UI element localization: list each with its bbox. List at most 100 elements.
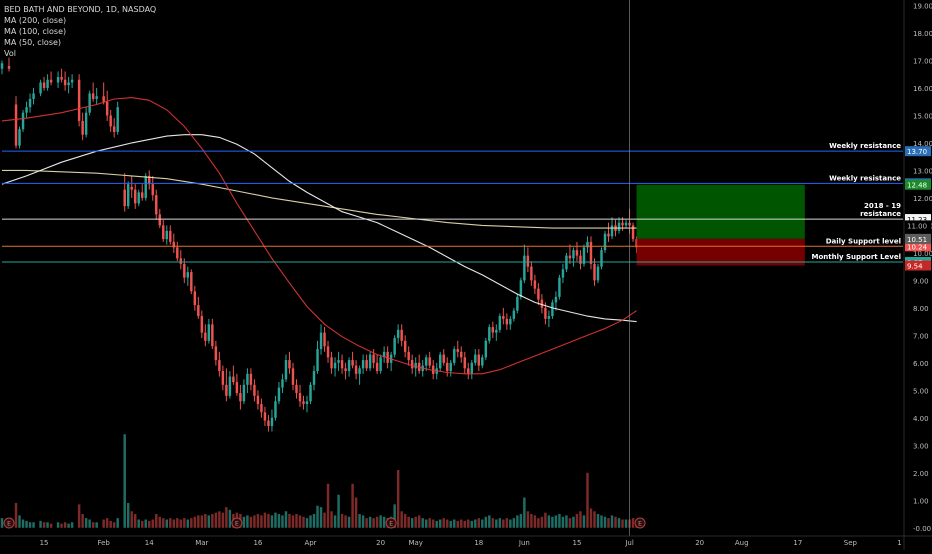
candle-body [519, 280, 523, 297]
volume-bar [56, 522, 60, 528]
legend-vol: Vol [4, 49, 16, 58]
candle-body [540, 299, 544, 308]
volume-bar [530, 514, 533, 528]
volume-bar [123, 434, 126, 528]
earnings-marker [385, 517, 397, 529]
volume-bar [281, 515, 284, 528]
volume-bar [393, 504, 396, 528]
volume-bar [421, 518, 424, 528]
candle-body [42, 82, 46, 88]
candle-body [302, 401, 305, 405]
candle-body [354, 365, 358, 374]
candle-body [77, 79, 81, 121]
volume-bar [172, 519, 176, 528]
volume-bar [179, 519, 183, 528]
volume-bar [481, 519, 484, 528]
volume-bar [21, 519, 25, 528]
volume-bar [88, 519, 91, 528]
candle-body [572, 250, 575, 259]
candle-body [162, 225, 165, 240]
price-tick-label: -0.00 [913, 525, 931, 533]
volume-bar [428, 518, 431, 528]
candle-body [375, 362, 379, 372]
candle-body [277, 387, 281, 402]
candle-body [344, 368, 347, 372]
volume-bar [372, 518, 375, 528]
candle-body [133, 189, 137, 204]
volume-bar [330, 511, 333, 528]
candle-body [603, 233, 607, 251]
candle-body [407, 351, 410, 361]
volume-bar [193, 516, 197, 528]
volume-bar [403, 514, 407, 528]
candle-body [617, 222, 621, 231]
candle-body [358, 368, 361, 374]
earnings-marker [231, 517, 243, 529]
volume-bar [284, 511, 288, 528]
volume-bar [270, 515, 274, 528]
volume-bar [582, 515, 586, 528]
candle-body [63, 79, 67, 86]
volume-bar [512, 518, 516, 528]
candle-body [579, 255, 582, 264]
price-tag-bg [905, 179, 931, 190]
time-tick-label: Apr [304, 539, 316, 547]
volume-bar [186, 519, 190, 528]
level-price-tag-bg [905, 214, 931, 225]
volume-bar [593, 511, 596, 528]
volume-bar [267, 514, 270, 528]
volume-bar [133, 514, 137, 528]
candle-body [109, 115, 112, 127]
candle-body [488, 327, 491, 341]
candle-body [544, 307, 547, 319]
volume-bar [95, 522, 98, 528]
candle-body [396, 329, 400, 339]
price-tick-label: 2.00 [913, 470, 929, 478]
candle-body [428, 357, 431, 366]
volume-bar [109, 520, 112, 528]
level-label-2: 2018 - 19 [864, 202, 901, 210]
time-tick-label: May [408, 539, 422, 547]
volume-bar [509, 519, 512, 528]
volume-bar [537, 518, 540, 528]
candle-body [288, 360, 291, 369]
volume-bar [207, 515, 211, 528]
volume-bar [379, 515, 382, 528]
chart-legend: BED BATH AND BEYOND, 1D, NASDAQ MA (200,… [4, 4, 156, 59]
candle-body [291, 368, 295, 385]
volume-bar [60, 523, 63, 528]
level-price-tag: 10.24 [907, 243, 928, 251]
candle-body [621, 222, 624, 226]
price-tick-label: 6.00 [913, 360, 929, 368]
candle-body [495, 329, 498, 333]
level-price-tag-bg [905, 241, 931, 252]
candle-body [481, 357, 484, 366]
time-tick-label: Feb [97, 539, 110, 547]
candle-body [165, 230, 169, 240]
volume-bar [600, 515, 603, 528]
volume-bar [77, 504, 81, 528]
candle-body [84, 112, 88, 135]
candle-body [225, 384, 228, 396]
candle-body [56, 76, 60, 83]
candle-body [137, 192, 140, 204]
time-tick-label: 16 [253, 539, 262, 547]
price-tick-label: 7.00 [913, 332, 929, 340]
candle-body [197, 305, 200, 317]
candle-body [200, 316, 204, 333]
volume-bar [400, 511, 403, 528]
earnings-marker-label: E [7, 521, 11, 528]
candle-body [474, 354, 477, 363]
earnings-marker [3, 517, 15, 529]
candle-body [463, 357, 466, 369]
candle-body [379, 357, 382, 372]
volume-bar [162, 518, 165, 528]
time-tick-label: Jul [624, 539, 634, 547]
volume-bar [312, 514, 316, 528]
volume-bar [519, 514, 523, 528]
volume-bar [42, 522, 46, 528]
legend-ma100: MA (100, close) [4, 27, 67, 36]
candle-body [183, 263, 186, 278]
candle-body [305, 401, 309, 405]
